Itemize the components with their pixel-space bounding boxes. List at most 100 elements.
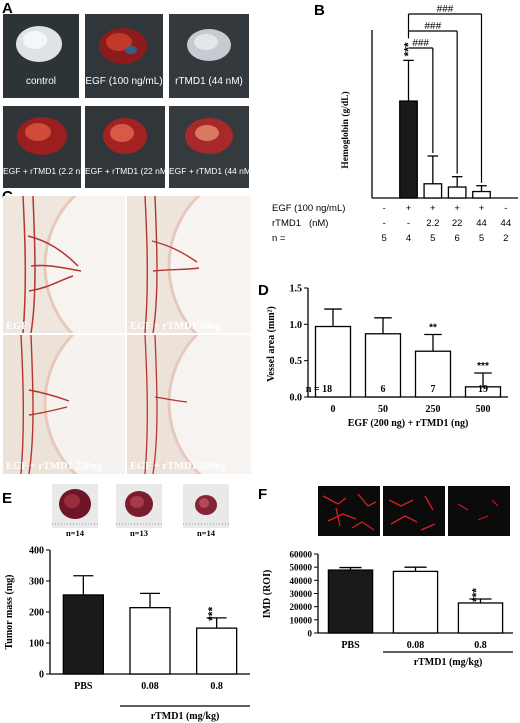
bar [399,100,418,199]
panel-b-table-cell-rtmd1: 2.2 [426,218,440,229]
panel-b-table-cell-n: 6 [454,233,460,244]
panel-b-table-cell-n: 5 [478,233,485,244]
panel-a-photo-egf [85,14,163,98]
panel-b-n-label: n = [272,233,286,244]
panel-a-label-egf-rtmd1-22: EGF + rTMD1 (22 nM) [85,166,170,176]
panel-c-label-50ng: EGF + rTMD1 50ng [130,321,222,332]
panel-b-ylabel: Hemoglobin (g/dL) [340,91,351,168]
y-tick-label: 1.0 [290,320,303,331]
panel-b-table-cell-rtmd1: 44 [500,218,512,229]
panel-b-rtmd1-label: rTMD1 (nM) [272,218,329,229]
y-tick-label: 50000 [290,563,313,573]
y-tick-label: 400 [29,546,44,557]
bar [464,386,502,398]
panel-b-table-cell-rtmd1: - [406,218,411,229]
x-axis-title: EGF (200 ng) + rTMD1 (ng) [348,418,469,429]
panel-b-table-cell-egf: + [430,203,436,214]
y-tick-label: 40000 [290,576,313,586]
y-tick-label: 60000 [290,550,313,560]
y-tick-label: 100 [29,639,44,650]
panel-c-label-egf: EGF [6,321,28,332]
panel-a-letter: A [2,0,13,17]
panel-b-table-cell-egf: - [382,203,386,214]
comparison-significance: ### [412,38,429,49]
y-tick-label: 200 [29,608,44,619]
panel-c-photo-50ng [127,196,251,333]
panel-e-chart: 0 100 200 300 400 PBS 0.08 *** 0.8 rTMD1 (mg/kg) T… [4,546,250,722]
panel-a-label-control: control [25,76,56,87]
comparison-significance: ### [437,4,454,15]
panel-f-letter: F [258,486,268,503]
panel-b-table-cell-rtmd1: 44 [476,218,487,229]
significance-marker: *** [402,42,416,56]
y-tick-label: 0.0 [290,393,303,404]
panel-a-label-egf-rtmd1-44: EGF + rTMD1 (44 nM) [169,166,254,176]
x-tick-label: 250 [426,404,441,415]
panel-d-letter: D [258,282,269,299]
y-tick-label: 0 [308,629,313,639]
bar [414,350,452,398]
group-label: rTMD1 (mg/kg) [414,657,483,668]
panel-e-photo-0-8 [183,484,229,528]
x-tick-label: 0.8 [474,640,487,651]
significance-marker: ** [429,323,437,334]
x-tick-label: 500 [476,404,491,415]
bar [364,333,402,398]
group-label: rTMD1 (mg/kg) [151,711,220,722]
x-tick-label: 50 [378,404,388,415]
significance-marker: *** [470,588,484,602]
y-tick-label: 0.5 [290,356,303,367]
y-tick-label: 30000 [290,589,313,599]
panel-a-photo-control [3,14,79,98]
panel-a-photo-egf-rtmd1-2-2 [3,106,81,188]
panel-f-image-0-8 [448,486,510,536]
panel-e-n-0-08: n=13 [129,528,149,538]
panel-c-photo-250ng [3,335,125,474]
panel-a-label-egf: EGF (100 ng/mL) [85,76,163,87]
y-axis-title: IMD (ROI) [262,570,273,619]
x-tick-label: 0.08 [407,640,425,651]
n-label: 6 [381,384,386,395]
panel-a-photo-egf-rtmd1-44 [169,106,249,188]
n-label: 7 [431,384,436,395]
bar [196,627,238,675]
panel-a-photo-rtmd1 [169,14,249,98]
panel-b-letter: B [314,2,325,19]
n-label: n = 18 [306,384,332,395]
panel-e-n-0-8: n=14 [196,528,216,538]
n-label: 19 [478,384,488,395]
bar [327,569,374,634]
comparison-significance: ### [424,21,441,32]
bar [314,325,352,398]
panel-e-n-pbs: n=14 [65,528,85,538]
x-tick-label: 0 [331,404,336,415]
panel-e-photo-0-08 [116,484,162,528]
panel-d-chart: 0.0 0.5 1.0 1.5 0 50 ** 250 *** 500 n = 18 6 7 19 EGF … [266,284,508,429]
panel-c-photo-egf [3,196,125,333]
panel-b-egf-label: EGF (100 ng/mL) [272,203,346,214]
bar [62,594,104,675]
y-tick-label: 10000 [290,615,313,625]
panel-b-table-cell-n: 5 [430,233,436,244]
x-tick-label: PBS [341,640,360,651]
panel-b-table-cell-egf: - [504,203,508,214]
panel-b-table: EGF (100 ng/mL) rTMD1 (nM) n = - + + + + - - - 2… [270,203,520,273]
panel-a-label-egf-rtmd1-2-2: EGF + rTMD1 (2.2 nM) [3,166,91,176]
x-tick-label: 0.8 [210,681,223,692]
panel-e-letter: E [2,490,13,507]
panel-c-label-500ng: EGF + rTMD1 500ng [130,461,227,472]
panel-c-photo-500ng [127,335,251,474]
panel-f-image-pbs [318,486,380,536]
x-tick-label: 0.08 [141,681,159,692]
panel-c-label-250ng: EGF + rTMD1 250ng [6,461,103,472]
panel-b-table-cell-rtmd1: - [382,218,386,229]
panel-b-table-cell-egf: + [405,203,412,214]
panel-a-photo-egf-rtmd1-22 [85,106,165,188]
panel-b-table-cell-n: 5 [381,233,387,244]
y-tick-label: 0 [39,670,44,681]
panel-b-table-cell-n: 2 [503,233,509,244]
bar [472,190,491,199]
panel-b-chart: ***######### Hemoglobin (g/dL) [340,4,518,199]
significance-marker: *** [206,607,220,621]
panel-b-table-cell-rtmd1: 22 [451,218,463,229]
